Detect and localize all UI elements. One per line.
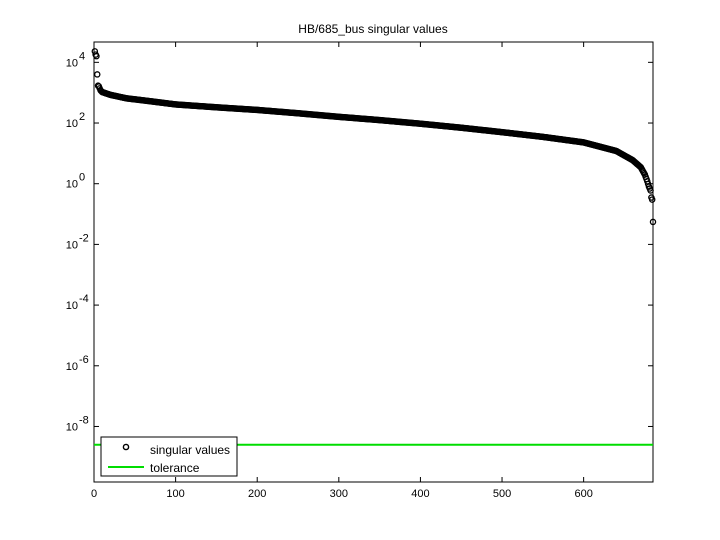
- legend-box: [100, 436, 238, 477]
- x-tick-label: 500: [493, 488, 511, 500]
- singular-value-point: [94, 71, 101, 78]
- y-tick-exponent: -2: [79, 232, 89, 244]
- plot-frame: [93, 41, 654, 483]
- y-tick-exponent: -6: [79, 354, 89, 366]
- x-axis: 0 100 200 300 400 500 600: [91, 42, 593, 500]
- y-tick-label: 10: [66, 361, 78, 373]
- y-tick-label: 10: [66, 118, 78, 130]
- y-tick-label: 10: [66, 300, 78, 312]
- x-tick-label: 100: [166, 488, 184, 500]
- x-tick-label: 300: [330, 488, 348, 500]
- singular-value-point: [649, 218, 657, 226]
- y-tick-exponent: 4: [79, 50, 85, 62]
- x-tick-label: 200: [248, 488, 266, 500]
- legend-marker-singular-values: [122, 443, 130, 451]
- legend: singular values tolerance: [100, 436, 238, 477]
- y-tick-label: 10: [66, 239, 78, 251]
- legend-label-tolerance: tolerance: [150, 461, 200, 475]
- singular-value-point: [93, 52, 100, 60]
- x-tick-label: 400: [411, 488, 429, 500]
- y-tick-exponent: -4: [79, 293, 89, 305]
- y-tick-exponent: 2: [79, 111, 85, 123]
- y-tick-label: 10: [66, 421, 78, 433]
- x-tick-label: 600: [574, 488, 592, 500]
- y-tick-exponent: -8: [79, 414, 89, 426]
- x-tick-label: 0: [91, 488, 97, 500]
- chart-title: HB/685_bus singular values: [298, 22, 447, 36]
- y-tick-label: 10: [66, 179, 78, 191]
- singular-values-series: [91, 48, 657, 226]
- singular-value-point: [647, 187, 654, 194]
- y-tick-label: 10: [66, 57, 78, 69]
- singular-value-point: [648, 196, 656, 203]
- y-tick-exponent: 0: [79, 172, 85, 184]
- legend-label-singular-values: singular values: [150, 443, 230, 457]
